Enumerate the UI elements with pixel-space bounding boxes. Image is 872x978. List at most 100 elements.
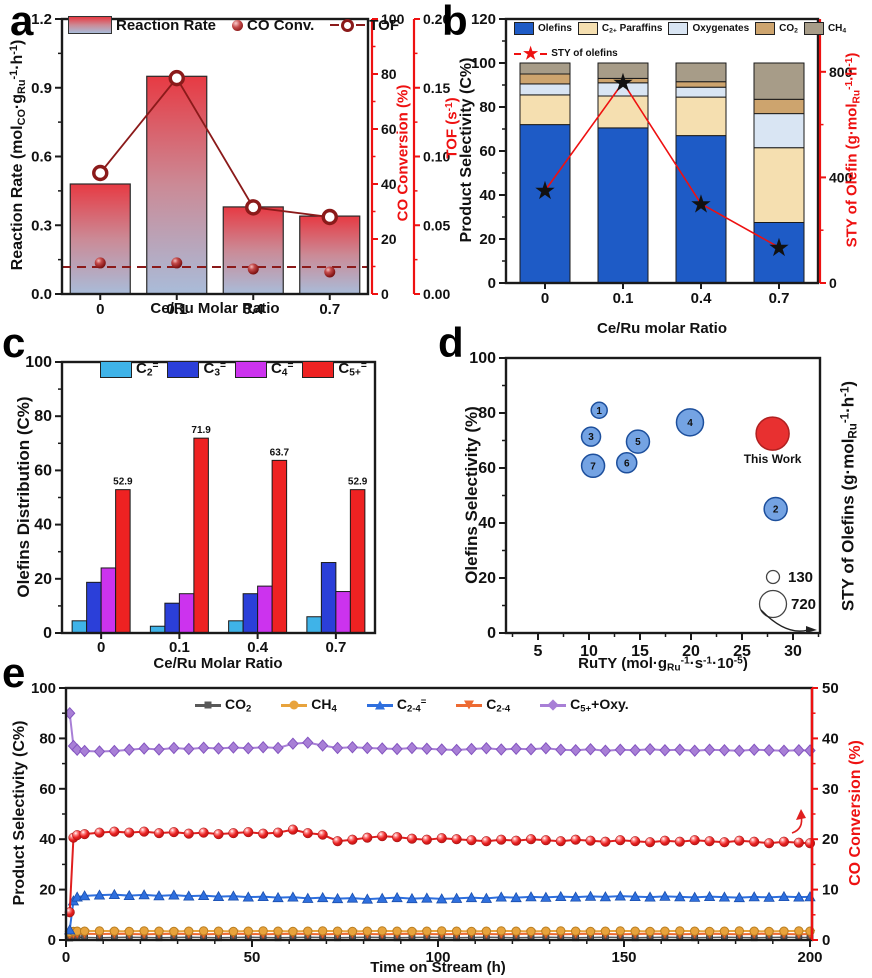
c4-olefin-swatch bbox=[234, 360, 267, 378]
panel-c-chart: 52.9 71.9 63.7 52.9 0 20 40 60 80 100 0 0.1 0.4 0.7 bbox=[25, 354, 377, 656]
svg-text:6: 6 bbox=[624, 458, 630, 469]
oxygenates-swatch bbox=[668, 22, 689, 35]
panel-d-chart: 0 20 40 60 80 100 5 10 15 20 25 30 4 7 5 2 6 3 1 This Work 1… bbox=[469, 350, 822, 660]
svg-text:0: 0 bbox=[48, 932, 56, 949]
reaction-rate-gradient bbox=[68, 16, 112, 34]
svg-text:52.9: 52.9 bbox=[113, 477, 133, 488]
svg-text:3: 3 bbox=[588, 432, 594, 443]
legend-item: CO Conv. bbox=[232, 17, 314, 34]
legend-item-label: C5++Oxy. bbox=[570, 696, 629, 715]
b-x-axis-label: Ce/Ru molar Ratio bbox=[596, 320, 728, 337]
svg-text:60: 60 bbox=[39, 781, 56, 798]
svg-text:40: 40 bbox=[822, 730, 839, 747]
svg-text:25: 25 bbox=[733, 643, 751, 660]
a-co-axis-label: CO Conversion (%) bbox=[394, 84, 412, 222]
svg-text:15: 15 bbox=[631, 643, 649, 660]
panel-letter-a: a bbox=[10, 0, 34, 44]
svg-text:40: 40 bbox=[39, 831, 56, 848]
legend-item: Olefins bbox=[514, 22, 572, 35]
svg-text:100: 100 bbox=[25, 354, 52, 371]
legend-item: CH4 bbox=[281, 696, 337, 714]
d-y-axis-label: Olefins Selectivity (%) bbox=[462, 406, 481, 584]
svg-text:100: 100 bbox=[425, 949, 450, 966]
svg-text:0: 0 bbox=[829, 275, 837, 291]
svg-text:80: 80 bbox=[381, 66, 397, 82]
svg-text:50: 50 bbox=[244, 949, 261, 966]
e-x-axis-label: Time on Stream (h) bbox=[370, 959, 506, 976]
svg-text:7: 7 bbox=[590, 461, 596, 472]
svg-text:1: 1 bbox=[596, 406, 602, 417]
c24-olefin-line-marker bbox=[374, 700, 385, 710]
svg-text:0: 0 bbox=[96, 301, 104, 318]
svg-text:30: 30 bbox=[784, 643, 802, 660]
c-y-axis-label: Olefins Distribution (C%) bbox=[14, 396, 33, 598]
e-y-axis-label: Product Selectivity (C%) bbox=[11, 720, 28, 906]
svg-text:20: 20 bbox=[479, 231, 496, 248]
svg-text:2: 2 bbox=[773, 504, 779, 515]
svg-text:0.05: 0.05 bbox=[423, 217, 450, 233]
legend-item: C4= bbox=[234, 360, 293, 379]
legend-item-label: C3= bbox=[203, 360, 226, 379]
svg-text:0.3: 0.3 bbox=[31, 217, 52, 234]
legend-item-label: CO2 bbox=[225, 696, 252, 715]
svg-text:0.4: 0.4 bbox=[243, 301, 265, 318]
legend-item: C2= bbox=[100, 360, 158, 379]
panel-e-legend: CO2 CH4 C2-4= C2-4 C5++Oxy. bbox=[195, 696, 629, 714]
b-y-axis-label: Product Selectivity (C%) bbox=[458, 57, 475, 243]
legend-item: C2-4 bbox=[456, 696, 510, 714]
panel-letter-e: e bbox=[2, 649, 26, 696]
svg-text:★: ★ bbox=[535, 178, 555, 203]
svg-text:0: 0 bbox=[43, 625, 52, 642]
legend-item: CO2 bbox=[755, 22, 798, 35]
svg-text:20: 20 bbox=[822, 831, 839, 848]
b-sty-axis-label: STY of Olefin (g·molRu-1·h-1) bbox=[843, 52, 863, 248]
svg-text:100: 100 bbox=[469, 350, 496, 367]
co2-swatch bbox=[755, 22, 776, 35]
legend-item-label: C2= bbox=[136, 360, 159, 379]
svg-text:0: 0 bbox=[822, 932, 830, 949]
svg-text:80: 80 bbox=[478, 405, 496, 422]
svg-text:100: 100 bbox=[31, 680, 56, 697]
svg-text:150: 150 bbox=[611, 949, 636, 966]
a-y-axis-label: Reaction Rate (molCO·gRu-1·h-1) bbox=[8, 39, 28, 271]
svg-text:4: 4 bbox=[687, 418, 693, 429]
ch4-swatch bbox=[803, 22, 824, 35]
svg-text:This Work: This Work bbox=[744, 452, 802, 466]
svg-text:20: 20 bbox=[39, 882, 56, 899]
svg-text:0: 0 bbox=[487, 625, 496, 642]
svg-text:20: 20 bbox=[682, 643, 700, 660]
svg-text:0: 0 bbox=[541, 290, 549, 307]
legend-item: CH4 bbox=[803, 22, 847, 35]
svg-text:★: ★ bbox=[769, 235, 789, 260]
panel-letter-b: b bbox=[442, 0, 468, 44]
svg-text:20: 20 bbox=[381, 231, 397, 247]
svg-text:40: 40 bbox=[478, 515, 496, 532]
svg-text:0: 0 bbox=[488, 275, 496, 292]
svg-text:★: ★ bbox=[613, 70, 633, 95]
legend-item-label: CO Conv. bbox=[247, 16, 315, 34]
co2-line-marker bbox=[204, 701, 212, 709]
panel-a-legend: Reaction Rate CO Conv. TOF bbox=[68, 16, 399, 34]
sty-star: ★ bbox=[514, 45, 548, 62]
panel-a-chart: 0.0 0.3 0.6 0.9 1.2 0 0.1 0.4 0.7 0 20 40 60 80 100 0.0… bbox=[31, 11, 450, 318]
svg-text:100: 100 bbox=[381, 11, 405, 27]
legend-item-label: CO2 bbox=[779, 22, 798, 35]
svg-text:100: 100 bbox=[471, 55, 496, 72]
ch4-line-marker bbox=[289, 700, 299, 710]
svg-text:0.20: 0.20 bbox=[423, 11, 450, 27]
legend-item-label: C2+ Paraffins bbox=[601, 22, 663, 35]
svg-text:400: 400 bbox=[829, 169, 853, 185]
legend-item-label: Oxygenates bbox=[692, 23, 750, 34]
svg-text:120: 120 bbox=[471, 11, 496, 28]
svg-text:0: 0 bbox=[62, 949, 70, 966]
legend-item-label: CH4 bbox=[827, 22, 847, 35]
legend-item-label: TOF bbox=[369, 16, 399, 34]
panel-letter-c: c bbox=[2, 319, 26, 366]
svg-text:5: 5 bbox=[534, 643, 543, 660]
ch4-line-marker bbox=[281, 700, 308, 710]
c24-paraffin-line-marker bbox=[464, 700, 475, 710]
legend-item: C2-4= bbox=[366, 696, 426, 714]
